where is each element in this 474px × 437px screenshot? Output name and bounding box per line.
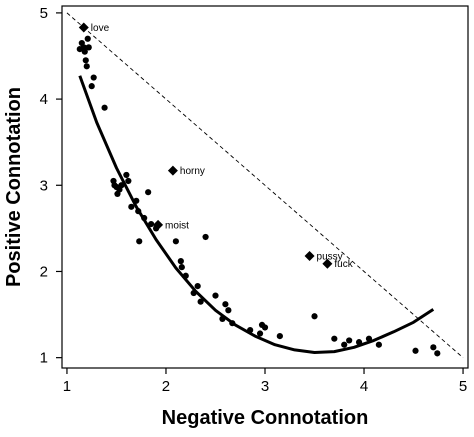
data-point bbox=[123, 171, 130, 179]
point-label-pussy: pussy bbox=[317, 251, 343, 262]
x-axis-title: Negative Connotation bbox=[162, 407, 369, 429]
data-point bbox=[135, 208, 142, 215]
data-point bbox=[83, 63, 90, 70]
data-point bbox=[177, 258, 184, 265]
x-tick-label: 1 bbox=[63, 378, 71, 395]
data-point bbox=[81, 48, 88, 55]
data-points bbox=[76, 35, 441, 357]
data-point bbox=[190, 289, 197, 297]
data-point bbox=[90, 74, 97, 81]
fit-curve bbox=[78, 75, 435, 354]
data-point bbox=[136, 238, 143, 245]
data-point bbox=[128, 203, 135, 210]
data-point bbox=[141, 214, 148, 222]
data-point bbox=[197, 298, 204, 305]
data-point bbox=[365, 335, 373, 342]
point-label-horny: horny bbox=[180, 166, 205, 177]
data-point bbox=[212, 292, 219, 299]
x-tick-label: 5 bbox=[459, 378, 467, 395]
x-tick-label: 2 bbox=[162, 378, 170, 395]
reference-diagonal-line bbox=[66, 12, 464, 358]
data-point bbox=[172, 238, 179, 245]
highlighted-point-horny bbox=[167, 165, 178, 176]
data-point bbox=[84, 35, 91, 42]
x-tick-label: 4 bbox=[360, 378, 368, 395]
y-tick-label: 2 bbox=[40, 263, 48, 280]
point-label-love: love bbox=[91, 23, 110, 34]
data-point bbox=[85, 44, 92, 51]
data-point bbox=[229, 320, 236, 327]
data-point bbox=[118, 182, 125, 189]
data-point bbox=[182, 272, 189, 279]
data-point bbox=[219, 315, 226, 322]
y-tick-label: 4 bbox=[40, 91, 48, 108]
data-point bbox=[133, 197, 140, 204]
data-point bbox=[430, 344, 437, 351]
highlighted-point-fuck bbox=[322, 258, 333, 269]
axes: 1 2 3 4 5 1 2 3 4 5 bbox=[40, 5, 468, 395]
data-point bbox=[355, 339, 363, 346]
y-tick-label: 3 bbox=[40, 177, 48, 194]
highlighted-point-moist bbox=[153, 219, 164, 230]
y-axis-title: Positive Connotation bbox=[3, 87, 25, 287]
data-point bbox=[276, 333, 283, 340]
y-tick-label: 5 bbox=[40, 5, 48, 22]
data-point bbox=[194, 283, 201, 290]
data-point bbox=[261, 324, 269, 331]
data-point bbox=[88, 83, 95, 90]
data-point bbox=[412, 347, 419, 354]
reference-line-layer bbox=[66, 12, 464, 358]
data-point bbox=[311, 313, 318, 320]
data-point bbox=[148, 220, 155, 228]
data-point bbox=[341, 341, 348, 348]
data-point bbox=[346, 337, 353, 344]
point-label-moist: moist bbox=[165, 220, 189, 231]
highlighted-point-love bbox=[78, 22, 89, 33]
data-point bbox=[145, 189, 152, 196]
data-point bbox=[256, 330, 264, 337]
fit-curve-layer bbox=[78, 75, 435, 354]
data-point bbox=[375, 341, 382, 348]
data-point bbox=[434, 350, 441, 357]
x-tick-label: 3 bbox=[261, 378, 269, 395]
data-point bbox=[225, 307, 232, 314]
data-point bbox=[82, 57, 89, 64]
y-tick-label: 1 bbox=[40, 350, 48, 367]
highlighted-point-pussy bbox=[304, 250, 315, 261]
data-point bbox=[101, 104, 108, 111]
data-point bbox=[178, 264, 185, 271]
point-label-fuck: fuck bbox=[334, 259, 353, 270]
data-point bbox=[331, 335, 338, 342]
data-point bbox=[202, 233, 209, 241]
data-point bbox=[247, 326, 254, 334]
data-point bbox=[125, 177, 132, 185]
data-point bbox=[222, 301, 229, 308]
